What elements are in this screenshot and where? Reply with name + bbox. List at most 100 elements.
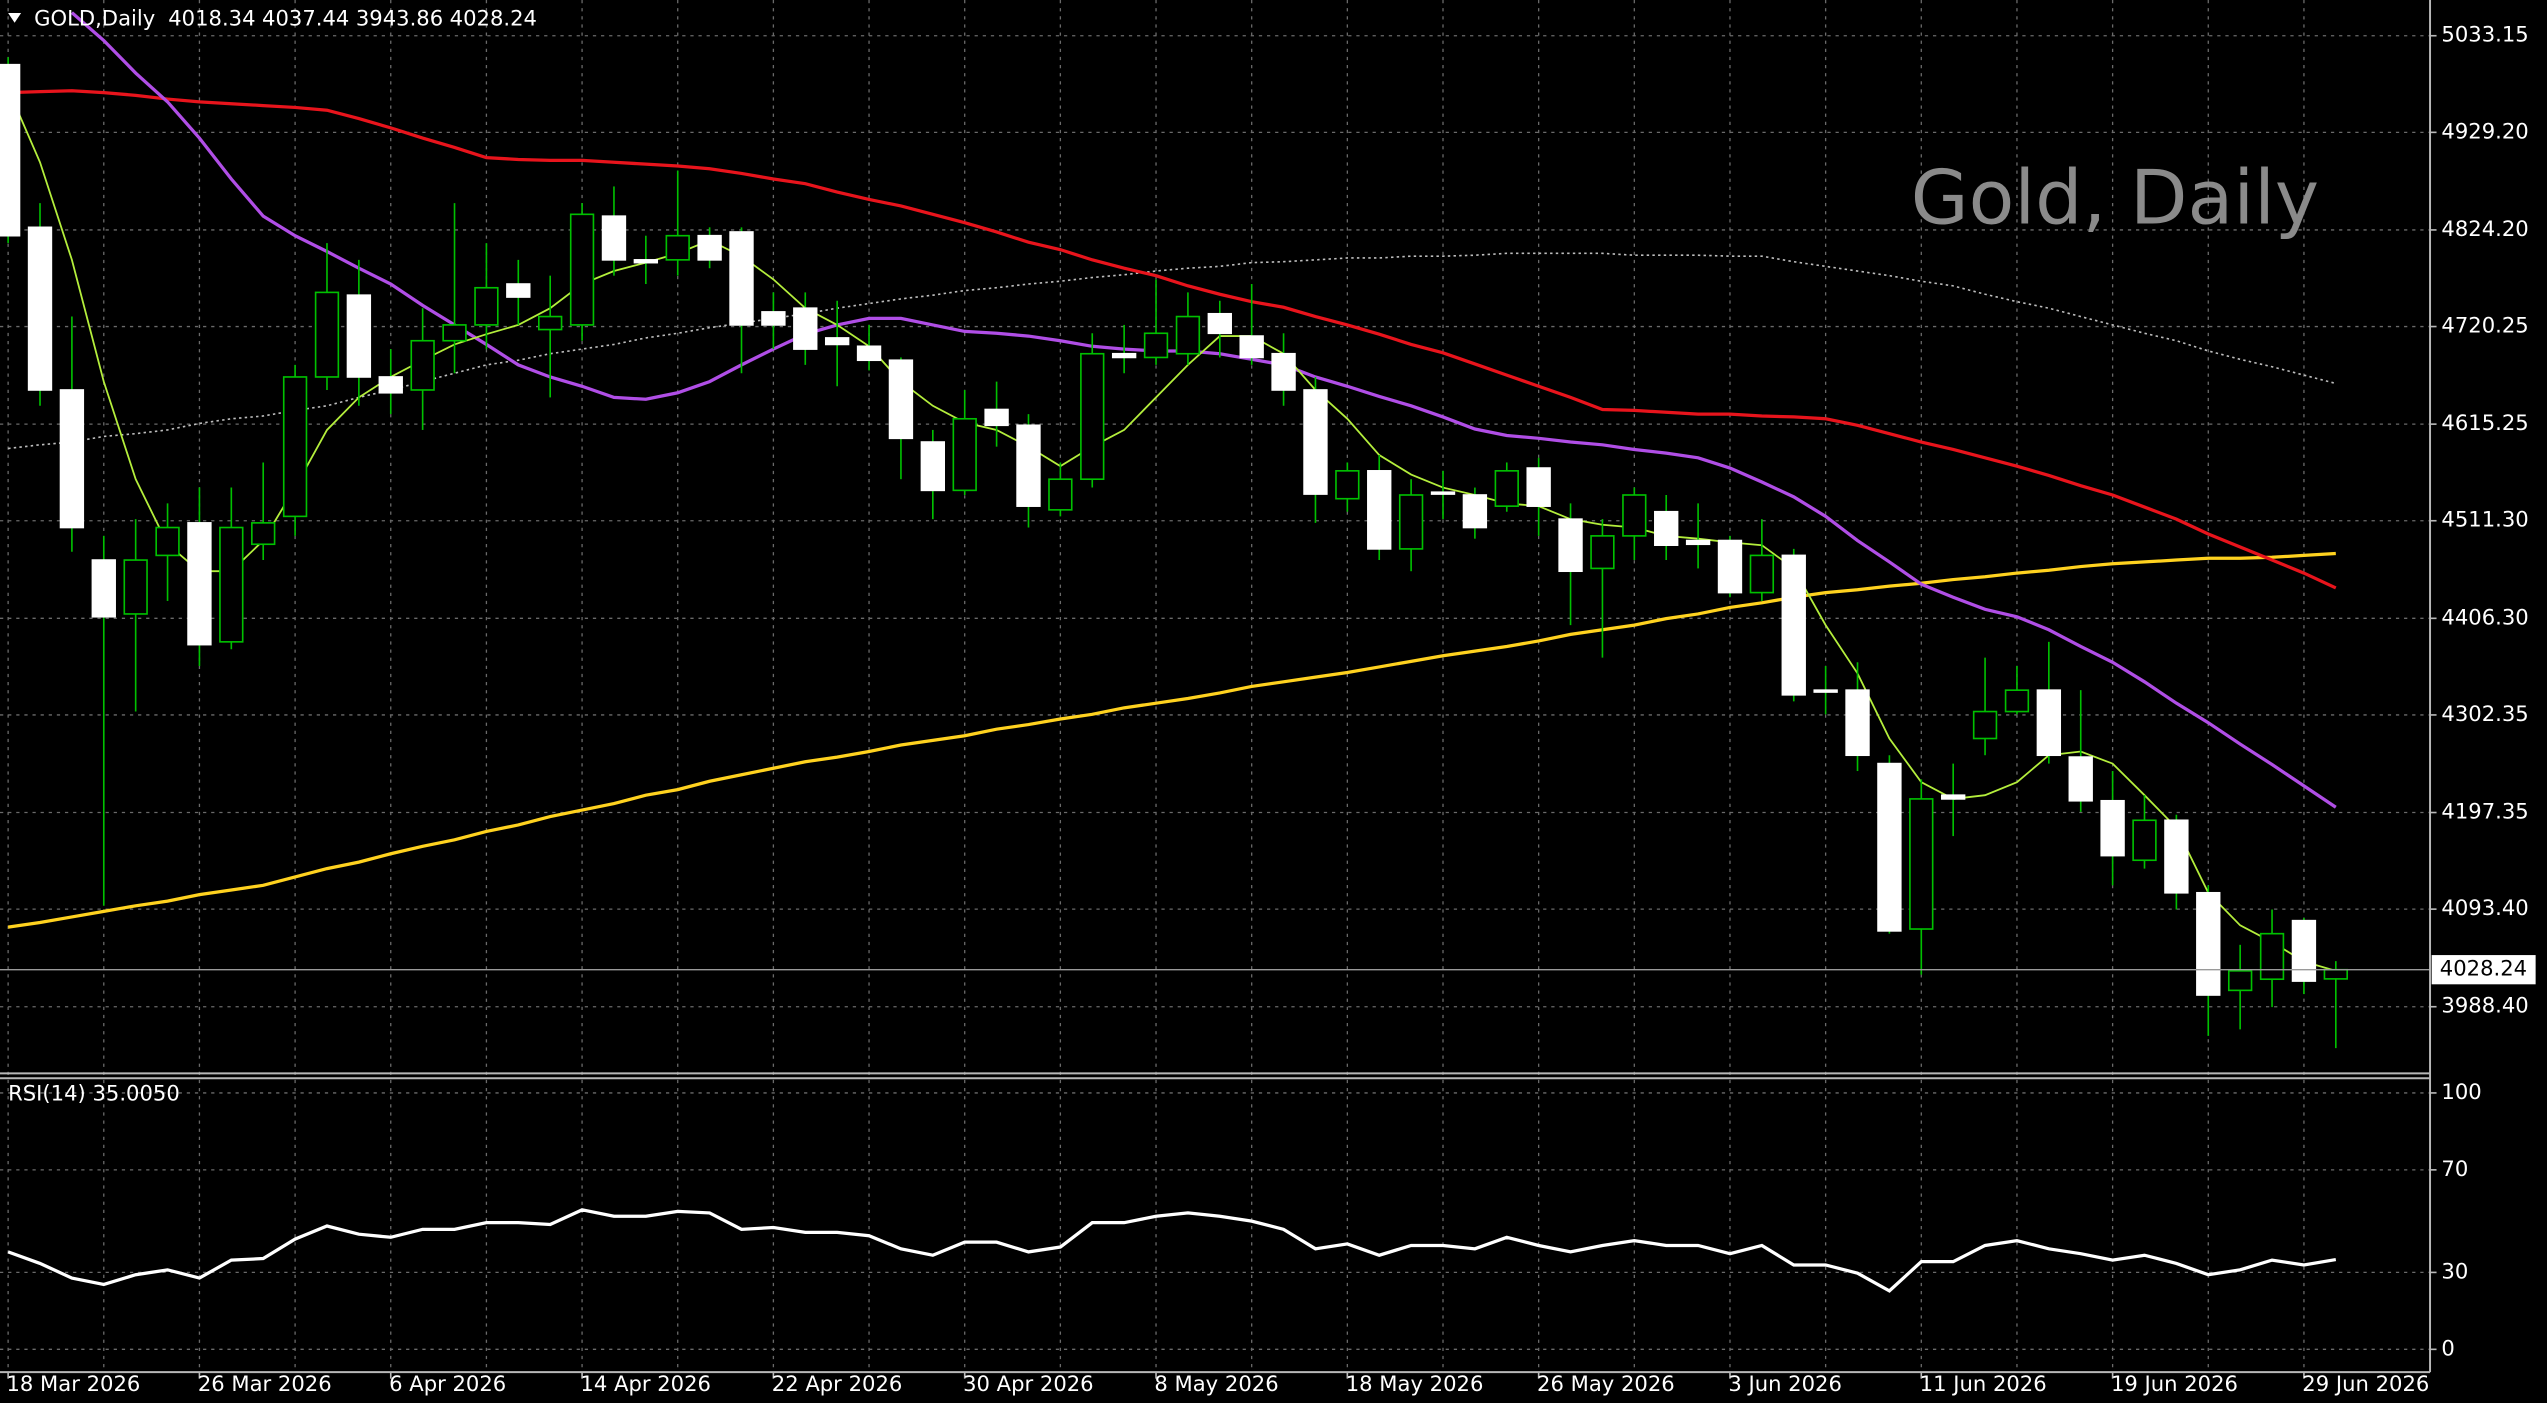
y-tick-label: 4302.35 (2441, 701, 2528, 726)
candle-body-bull (1972, 710, 1998, 740)
candle-body-bull (123, 559, 148, 615)
candle-body-bear (2068, 756, 2093, 802)
current-price-box (2431, 955, 2536, 985)
candle-body-bear (1781, 554, 1806, 696)
x-tick-label: 11 Jun 2026 (1920, 1371, 2047, 1396)
y-tick-label: 5033.15 (2441, 22, 2528, 47)
candle-body-bull (282, 376, 308, 518)
y-tick-label: 4824.20 (2441, 216, 2528, 241)
candle-body-bear (1367, 470, 1392, 550)
candle-body-bear (888, 359, 914, 440)
candle-body-bull (314, 291, 340, 378)
candle-body-bull (219, 526, 244, 643)
menu-arrow[interactable] (8, 12, 22, 23)
candle-body-bear (2164, 819, 2189, 894)
x-tick-label: 26 Mar 2026 (198, 1371, 332, 1396)
candle-body-bear (761, 311, 786, 326)
candle-body-bull (1494, 470, 1519, 507)
rsi-title: RSI(14) 35.0050 (8, 1080, 180, 1105)
x-tick-label: 19 Jun 2026 (2111, 1371, 2238, 1396)
watermark-title: Gold, Daily (1911, 154, 2319, 241)
candle-body-bear (824, 337, 850, 346)
candle-body-bull (1909, 798, 1934, 930)
candle-body-bull (2004, 689, 2030, 713)
candle-body-bear (0, 63, 21, 237)
candle-body-bear (1685, 539, 1711, 546)
candle-body-bull (1080, 352, 1105, 481)
header-open: 4018.34 (168, 5, 255, 30)
y-tick-label: 0 (2441, 1335, 2454, 1360)
candle-body-bull (569, 213, 595, 326)
candle-body-bull (2323, 968, 2348, 980)
x-tick-label: 18 Mar 2026 (6, 1371, 140, 1396)
x-tick-label: 22 Apr 2026 (772, 1371, 903, 1396)
candle-body-bear (1016, 424, 1041, 507)
header-high: 4037.44 (262, 5, 349, 30)
candle-body-bear (697, 234, 722, 261)
candle-body-bull (1048, 478, 1073, 511)
current-price-label: 4028.24 (2440, 956, 2527, 981)
y-tick-label: 4929.20 (2441, 118, 2528, 143)
chart-header: GOLD,Daily 4018.34 4037.44 3943.86 4028.24 (34, 5, 537, 30)
candle-body-bear (1526, 467, 1551, 507)
candle-body-bear (729, 231, 754, 326)
y-tick-label: 70 (2441, 1156, 2468, 1181)
candle-body-bear (1239, 335, 1264, 359)
symbol: GOLD,Daily (34, 5, 155, 30)
y-tick-label: 4197.35 (2441, 799, 2528, 824)
candle-body-bear (633, 259, 659, 264)
x-tick-label: 18 May 2026 (1346, 1371, 1484, 1396)
candle-body-bull (665, 234, 690, 261)
candle-body-bull (2132, 819, 2157, 862)
x-tick-label: 8 May 2026 (1154, 1371, 1278, 1396)
y-tick-label: 3988.40 (2441, 993, 2528, 1018)
candle-body-bull (1335, 470, 1360, 500)
candle-body-bull (1590, 535, 1615, 570)
candle-body-bull (2227, 970, 2253, 992)
x-tick-label: 6 Apr 2026 (389, 1371, 506, 1396)
price-panel (0, 11, 2431, 1049)
x-tick-label: 29 Jun 2026 (2302, 1371, 2429, 1396)
x-tick-label: 14 Apr 2026 (580, 1371, 711, 1396)
line-series (7, 551, 2336, 929)
x-tick-label: 26 May 2026 (1537, 1371, 1675, 1396)
candle-body-bull (474, 286, 499, 326)
candle-body-bear (1654, 510, 1679, 546)
header-low: 3943.86 (356, 5, 443, 30)
y-tick-label: 4093.40 (2441, 895, 2528, 920)
candle-body-bull (1398, 494, 1424, 550)
x-tick-label: 3 Jun 2026 (1728, 1371, 1842, 1396)
candle-body-bear (1845, 689, 1870, 757)
candle-body-bear (920, 441, 946, 492)
candle-body-bear (2196, 891, 2221, 996)
candle-body-bull (1622, 494, 1647, 537)
candle-body-bear (1717, 539, 1743, 594)
candle-body-bear (984, 408, 1009, 427)
candle-body-bear (2291, 919, 2317, 982)
y-tick-label: 4720.25 (2441, 313, 2528, 338)
candle-body-bear (793, 307, 818, 350)
candle-body-bear (346, 294, 372, 378)
y-tick-label: 100 (2441, 1079, 2481, 1104)
candle-body-bear (1877, 762, 1902, 932)
candle-body-bull (952, 417, 977, 492)
candle-body-bear (1111, 352, 1137, 359)
header-close: 4028.24 (450, 5, 537, 30)
line-series (70, 11, 2337, 809)
candle-body-bear (1271, 352, 1296, 391)
candle-body-bear (601, 215, 627, 261)
candle-body-bull (2259, 932, 2285, 981)
candle-body-bull (1749, 554, 1775, 594)
candle-body-bear (378, 376, 403, 394)
candle-body-bear (1462, 494, 1488, 529)
candle-body-bear (59, 389, 85, 529)
rsi-panel (7, 1208, 2337, 1293)
candle-body-bull (251, 522, 276, 546)
candle-body-bear (2036, 689, 2062, 757)
y-tick-label: 30 (2441, 1258, 2468, 1283)
candle-body-bear (27, 226, 53, 391)
candle-body-bear (1303, 389, 1328, 495)
candle-body-bull (1175, 315, 1201, 355)
candle-body-bull (442, 324, 467, 342)
